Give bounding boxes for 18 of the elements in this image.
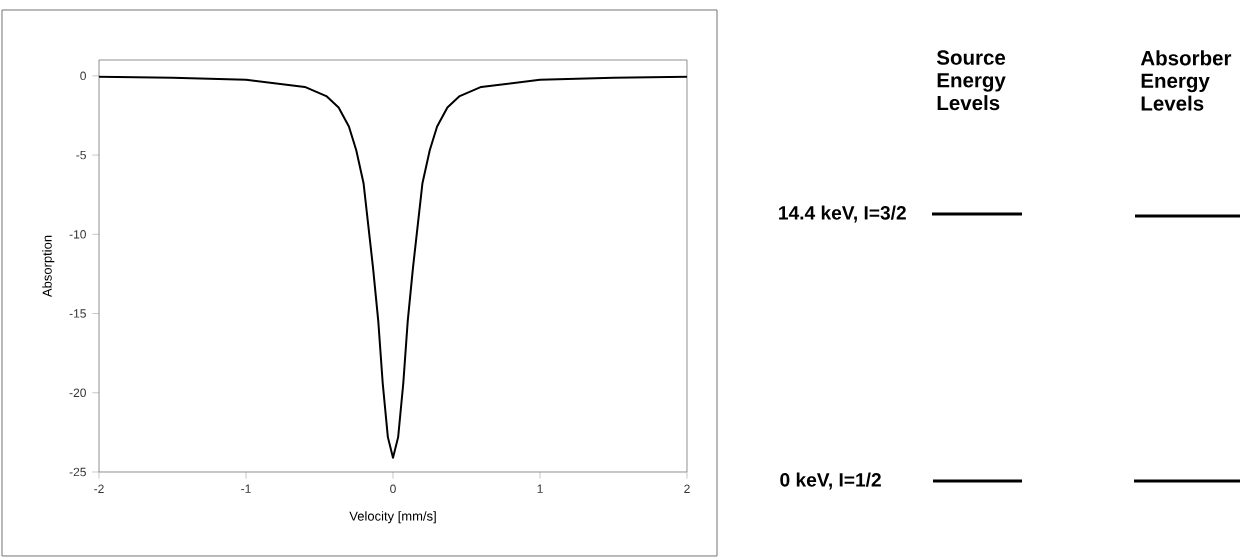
x-tick-label: 1 [537,484,543,493]
line-series [99,75,687,459]
y-tick-label: -10 [69,230,86,239]
x-tick-label: 2 [684,484,690,493]
source-note: Source Energy Levels [936,50,1006,111]
text: 14.4 keV, I=3/2 [779,205,906,223]
y-axis-title: Absorption [42,235,55,298]
y-tick-label: -20 [69,388,86,397]
y-tick-label: -25 [69,467,86,477]
y-tick-label: 0 [80,71,86,81]
x-tick-label: -2 [94,484,104,493]
x-tick-label: 0 [390,484,396,494]
x-axis-title: Velocity [mm/s] [349,511,436,524]
x-tick-label: -1 [241,484,251,493]
text: 0 keV, I=1/2 [780,472,881,490]
y-tick-label: -5 [76,150,86,160]
y-tick-label: -15 [69,309,86,318]
text: Absorber Energy Levels [1140,50,1232,111]
